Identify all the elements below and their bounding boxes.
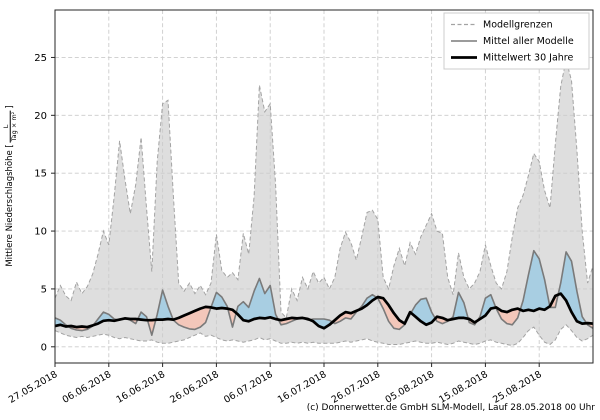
y-axis-label: Mittlere Niederschlagshöhe [L Tag × m²]: [2, 105, 18, 267]
y-axis-unit-fraction: L Tag × m²: [2, 110, 18, 143]
mean-30y-line: [54, 292, 594, 330]
x-tick-label: 16.07.2018: [276, 369, 329, 406]
model-min-line: [54, 324, 594, 347]
x-tick-label: 05.08.2018: [383, 369, 436, 406]
x-tick-label: 26.06.2018: [168, 369, 221, 406]
x-tick-label: 06.06.2018: [61, 369, 114, 406]
x-tick-label: 26.07.2018: [330, 369, 383, 406]
y-tick-label: 5: [41, 284, 47, 295]
x-tick-label: 15.08.2018: [437, 369, 490, 406]
y-axis-label-suffix: ]: [5, 105, 15, 109]
x-tick-label: 06.07.2018: [222, 369, 275, 406]
y-tick-label: 10: [34, 227, 47, 238]
legend-item-label: Mittel aller Modelle: [483, 36, 574, 47]
y-tick-labels: 0 5 10 15 20 25: [34, 53, 47, 353]
x-tick-label: 25.08.2018: [491, 369, 544, 406]
x-tick-label: 16.06.2018: [114, 369, 167, 406]
tick-marks: [51, 56, 540, 367]
copyright-caption: (c) Donnerwetter.de GmbH SLM-Modell, Lau…: [306, 403, 595, 413]
y-tick-label: 0: [41, 342, 47, 353]
model-mean-line: [54, 249, 594, 337]
y-tick-label: 25: [34, 53, 47, 64]
model-range-band: [55, 59, 593, 346]
unit-denominator: Tag × m²: [9, 110, 18, 143]
y-tick-label: 15: [34, 169, 47, 180]
x-tick-labels: 27.05.2018 06.06.2018 16.06.2018 26.06.2018…: [7, 369, 544, 406]
x-tick-label: 27.05.2018: [7, 369, 60, 406]
legend-item-label: Modellgrenzen: [483, 20, 553, 31]
model-max-line: [54, 59, 594, 319]
y-axis-label-prefix: Mittlere Niederschlagshöhe [: [5, 144, 15, 267]
legend: Modellgrenzen Mittel aller Modelle Mittelw…: [443, 12, 590, 70]
y-tick-label: 20: [34, 111, 47, 122]
legend-item-label: Mittelwert 30 Jahre: [483, 53, 573, 64]
